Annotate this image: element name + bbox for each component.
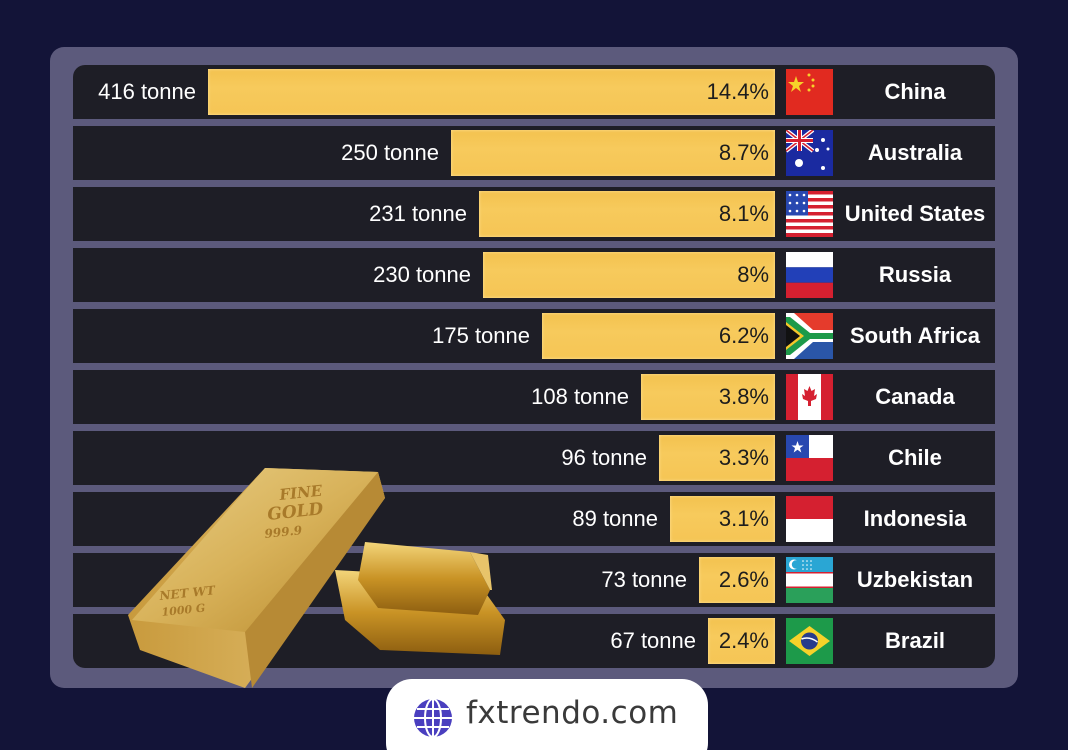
tonnes-label: 230 tonne bbox=[373, 262, 471, 287]
south-africa-flag-icon bbox=[786, 313, 833, 359]
chart-row-china: 416 tonne 14.4% China bbox=[73, 65, 995, 119]
bar: 2.6% bbox=[699, 557, 775, 603]
percent-label: 2.6% bbox=[718, 567, 769, 592]
tonnes-label: 108 tonne bbox=[531, 384, 629, 409]
tonnes-label: 67 tonne bbox=[610, 628, 696, 653]
tonnes-label: 416 tonne bbox=[98, 79, 196, 104]
tonnes-label: 250 tonne bbox=[341, 140, 439, 165]
country-label: Brazil bbox=[885, 628, 945, 653]
country-label: Australia bbox=[867, 140, 963, 165]
chart-row-russia: 230 tonne 8% Russia bbox=[73, 248, 995, 302]
percent-label: 3.3% bbox=[718, 445, 769, 470]
site-name: fxtrendo.com bbox=[466, 695, 679, 731]
bar: 8% bbox=[483, 252, 775, 298]
country-label: Russia bbox=[878, 262, 952, 287]
bar: 3.3% bbox=[659, 435, 775, 481]
gold-bars-image: FINE GOLD 999.9 NET WT 1000 G bbox=[128, 468, 505, 688]
tonnes-label: 175 tonne bbox=[432, 323, 530, 348]
canada-flag-icon bbox=[786, 374, 833, 420]
chart-row-australia: 250 tonne 8.7% Australia bbox=[73, 126, 995, 180]
percent-label: 14.4% bbox=[706, 79, 769, 104]
russia-flag-icon bbox=[786, 252, 833, 298]
australia-flag-icon bbox=[786, 130, 833, 176]
bar: 14.4% bbox=[208, 69, 775, 115]
bar: 8.1% bbox=[479, 191, 775, 237]
uzbekistan-flag-icon bbox=[786, 557, 833, 603]
gold-text-purity: 999.9 bbox=[264, 523, 303, 541]
chile-flag-icon bbox=[786, 435, 833, 481]
tonnes-label: 73 tonne bbox=[601, 567, 687, 592]
tonnes-label: 96 tonne bbox=[561, 445, 647, 470]
chart-row-united-states: 231 tonne 8.1% United States bbox=[73, 187, 995, 241]
bar: 8.7% bbox=[451, 130, 775, 176]
country-label: Canada bbox=[875, 384, 955, 409]
bar: 2.4% bbox=[708, 618, 775, 664]
country-label: Chile bbox=[888, 445, 942, 470]
percent-label: 3.1% bbox=[718, 506, 769, 531]
bar: 6.2% bbox=[542, 313, 775, 359]
percent-label: 8.7% bbox=[718, 140, 769, 165]
percent-label: 8.1% bbox=[718, 201, 769, 226]
gold-text-fine: FINE bbox=[278, 482, 324, 505]
bar: 3.8% bbox=[641, 374, 775, 420]
bar: 3.1% bbox=[670, 496, 775, 542]
country-label: South Africa bbox=[850, 323, 980, 348]
tonnes-label: 231 tonne bbox=[369, 201, 467, 226]
indonesia-flag-icon bbox=[786, 496, 833, 542]
percent-label: 6.2% bbox=[718, 323, 769, 348]
china-flag-icon bbox=[786, 69, 833, 115]
percent-label: 2.4% bbox=[718, 628, 769, 653]
country-label: United States bbox=[844, 201, 986, 226]
country-label: Indonesia bbox=[863, 506, 967, 531]
brazil-flag-icon bbox=[786, 618, 833, 664]
percent-label: 8% bbox=[737, 262, 769, 287]
tonnes-label: 89 tonne bbox=[572, 506, 658, 531]
chart-row-canada: 108 tonne 3.8% Canada bbox=[73, 370, 995, 424]
gold-text-weight: 1000 G bbox=[161, 601, 206, 619]
brand-logo[interactable]: fxtrendo.com bbox=[386, 679, 708, 750]
gold-text-netwt: NET WT bbox=[158, 583, 217, 603]
country-label: Uzbekistan bbox=[856, 567, 974, 592]
percent-label: 3.8% bbox=[718, 384, 769, 409]
country-label: China bbox=[884, 79, 946, 104]
chart-row-chile: 96 tonne 3.3% Chile bbox=[73, 431, 995, 485]
chart-row-south-africa: 175 tonne 6.2% South Africa bbox=[73, 309, 995, 363]
globe-icon bbox=[414, 698, 452, 738]
usa-flag-icon bbox=[786, 191, 833, 237]
